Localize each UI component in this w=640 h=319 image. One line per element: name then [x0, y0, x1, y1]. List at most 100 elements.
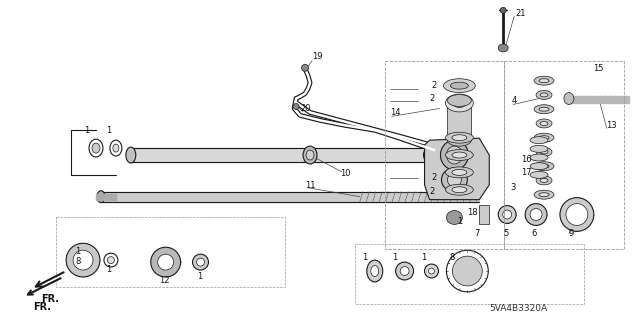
Ellipse shape [452, 169, 467, 175]
Ellipse shape [560, 198, 594, 231]
Ellipse shape [540, 93, 548, 97]
Ellipse shape [92, 143, 100, 153]
Ellipse shape [66, 243, 100, 277]
Ellipse shape [536, 147, 552, 156]
Text: 12: 12 [159, 277, 169, 286]
Ellipse shape [97, 191, 105, 203]
Text: 8: 8 [75, 256, 81, 266]
Ellipse shape [534, 133, 554, 142]
Ellipse shape [445, 184, 474, 195]
Ellipse shape [293, 103, 299, 109]
Ellipse shape [440, 140, 468, 170]
Ellipse shape [539, 193, 549, 197]
Text: 15: 15 [593, 64, 604, 73]
Ellipse shape [502, 210, 511, 219]
Text: 1: 1 [106, 126, 111, 135]
Text: 9: 9 [569, 229, 574, 238]
Bar [504, 61, 623, 249]
Ellipse shape [371, 266, 379, 277]
Ellipse shape [157, 254, 173, 270]
Ellipse shape [498, 44, 508, 52]
Text: 10: 10 [340, 169, 351, 178]
Text: 21: 21 [515, 9, 525, 18]
Text: 5: 5 [503, 229, 508, 238]
Ellipse shape [151, 247, 180, 277]
Text: 17: 17 [521, 168, 532, 177]
Ellipse shape [452, 256, 483, 286]
Ellipse shape [306, 150, 314, 160]
Ellipse shape [451, 82, 468, 89]
Bar [385, 61, 504, 249]
Ellipse shape [108, 257, 115, 263]
Ellipse shape [196, 258, 205, 266]
Ellipse shape [447, 173, 461, 187]
Text: 4: 4 [511, 96, 516, 105]
Text: 2: 2 [429, 187, 435, 196]
Ellipse shape [452, 187, 467, 193]
Text: 16: 16 [521, 155, 532, 165]
Ellipse shape [447, 134, 471, 146]
Ellipse shape [539, 136, 549, 140]
Ellipse shape [530, 163, 548, 170]
Ellipse shape [444, 79, 476, 93]
Ellipse shape [447, 94, 471, 107]
Ellipse shape [536, 119, 552, 128]
Ellipse shape [73, 250, 93, 270]
Ellipse shape [536, 91, 552, 100]
Ellipse shape [530, 145, 548, 152]
Ellipse shape [530, 137, 548, 144]
Ellipse shape [539, 164, 549, 168]
Ellipse shape [564, 93, 574, 105]
Ellipse shape [193, 254, 209, 270]
Text: 8: 8 [449, 253, 455, 262]
Text: 2: 2 [431, 81, 436, 90]
Ellipse shape [396, 262, 413, 280]
Ellipse shape [301, 64, 308, 71]
Ellipse shape [534, 105, 554, 114]
Text: 2: 2 [429, 94, 435, 103]
Ellipse shape [566, 204, 588, 226]
Text: 14: 14 [390, 108, 400, 117]
Ellipse shape [452, 152, 467, 158]
Ellipse shape [534, 162, 554, 171]
Ellipse shape [126, 147, 136, 163]
Text: 5VA4B3320A: 5VA4B3320A [489, 304, 547, 313]
Polygon shape [479, 204, 489, 225]
Text: 1: 1 [362, 253, 367, 262]
Ellipse shape [445, 167, 474, 178]
Ellipse shape [400, 267, 409, 276]
Ellipse shape [452, 99, 467, 108]
Ellipse shape [452, 135, 467, 141]
Text: 1: 1 [422, 253, 427, 262]
Ellipse shape [303, 146, 317, 164]
Text: 2: 2 [431, 173, 436, 182]
Text: 1: 1 [392, 253, 397, 262]
Text: 6: 6 [531, 229, 536, 238]
Ellipse shape [445, 150, 474, 160]
Ellipse shape [536, 176, 552, 185]
Text: 1: 1 [198, 272, 203, 281]
Text: 1: 1 [458, 217, 463, 226]
Text: 18: 18 [467, 208, 478, 217]
Ellipse shape [445, 132, 474, 143]
Bar [56, 218, 285, 287]
Ellipse shape [540, 150, 548, 154]
Ellipse shape [525, 204, 547, 226]
Ellipse shape [113, 144, 119, 152]
Ellipse shape [498, 205, 516, 223]
Text: FR.: FR. [41, 294, 60, 304]
Ellipse shape [539, 107, 549, 111]
Bar [355, 244, 584, 304]
Ellipse shape [540, 178, 548, 182]
Text: 7: 7 [474, 229, 480, 238]
Text: 20: 20 [300, 104, 310, 113]
Ellipse shape [500, 7, 506, 13]
Text: 3: 3 [510, 183, 516, 192]
Text: 11: 11 [305, 181, 316, 190]
Ellipse shape [447, 211, 462, 225]
Ellipse shape [442, 168, 467, 192]
Ellipse shape [530, 209, 542, 220]
Ellipse shape [447, 146, 462, 164]
Ellipse shape [540, 122, 548, 125]
Ellipse shape [539, 79, 549, 83]
